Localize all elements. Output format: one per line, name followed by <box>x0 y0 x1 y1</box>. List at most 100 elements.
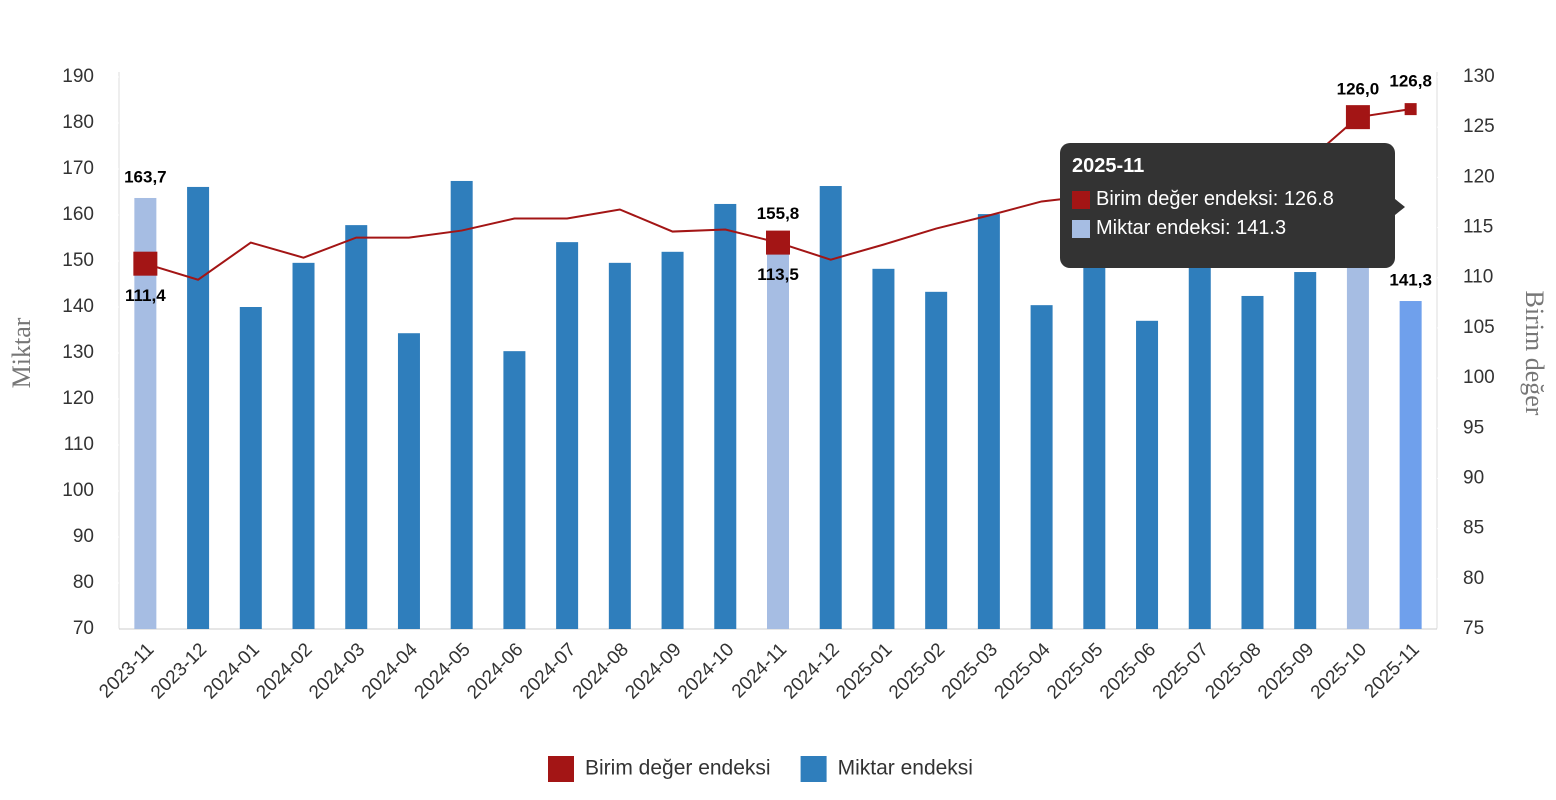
y2-tick-label: 125 <box>1463 116 1495 137</box>
bar <box>134 197 157 630</box>
bar <box>1083 185 1106 629</box>
bar <box>767 234 789 629</box>
y-tick-label: 70 <box>73 618 94 639</box>
bar <box>819 186 842 629</box>
bar-value-label: 163,7 <box>124 167 167 186</box>
bar <box>925 291 948 629</box>
bar <box>1188 247 1211 629</box>
x-tick-label: 2025-08 <box>1201 639 1265 703</box>
x-tick-label: 2024-05 <box>411 639 475 703</box>
x-tick-label: 2023-12 <box>147 639 211 703</box>
y-tick-label: 170 <box>62 158 94 179</box>
tooltip-row: Birim değer endeksi126.8 <box>1072 188 1383 211</box>
y-tick-label: 120 <box>62 388 94 409</box>
y2-tick-label: 75 <box>1463 618 1484 639</box>
y-axis-title: Miktar <box>7 317 36 388</box>
line-value-label: 111,4 <box>125 286 166 305</box>
x-tick-label: 2025-04 <box>991 639 1055 703</box>
line-point <box>1345 105 1370 130</box>
x-tick-label: 2023-11 <box>95 639 158 702</box>
bar <box>714 203 737 629</box>
x-tick-label: 2025-05 <box>1043 639 1107 703</box>
legend-swatch <box>800 756 827 782</box>
x-tick-label: 2025-09 <box>1254 639 1318 703</box>
legend-label: Birim değer endeksi <box>585 757 771 780</box>
bar-value-label: 141,3 <box>1389 271 1432 290</box>
x-tick-label: 2024-04 <box>358 639 422 703</box>
y2-tick-label: 105 <box>1463 317 1495 338</box>
tooltip-value: 141.3 <box>1236 217 1287 239</box>
bar <box>239 307 262 629</box>
y-tick-label: 90 <box>73 526 94 547</box>
tooltip-name: Birim değer endeksi <box>1096 188 1284 211</box>
y2-tick-label: 115 <box>1463 217 1493 238</box>
x-tick-label: 2024-11 <box>728 639 791 702</box>
y-tick-label: 110 <box>64 434 94 455</box>
bar <box>1399 301 1422 629</box>
x-tick-label: 2024-09 <box>621 639 685 703</box>
line-point <box>766 230 790 255</box>
x-tick-label: 2024-08 <box>569 639 633 703</box>
x-tick-label: 2024-12 <box>780 639 844 703</box>
line-value-label: 126,8 <box>1389 72 1432 91</box>
y-tick-label: 100 <box>62 480 94 501</box>
x-tick-label: 2025-10 <box>1307 639 1371 703</box>
y-tick-label: 180 <box>62 112 94 133</box>
x-tick-label: 2025-11 <box>1361 639 1424 702</box>
y2-tick-label: 90 <box>1463 467 1484 488</box>
bar <box>556 242 579 629</box>
legend-label: Miktar endeksi <box>838 757 973 780</box>
line-value-label: 113,5 <box>757 265 799 284</box>
tooltip: 2025-11 Birim değer endeksi126.8 Miktar … <box>1060 143 1405 268</box>
x-tick-label: 2025-06 <box>1096 639 1160 703</box>
y2-tick-label: 100 <box>1463 367 1495 388</box>
y-tick-label: 190 <box>62 66 94 87</box>
tooltip-title: 2025-11 <box>1072 155 1145 177</box>
tooltip-swatch <box>1072 190 1090 209</box>
y2-tick-label: 120 <box>1463 166 1495 187</box>
y2-tick-label: 130 <box>1463 66 1495 87</box>
y2-tick-label: 80 <box>1463 568 1484 589</box>
x-tick-label: 2024-10 <box>674 639 738 703</box>
y-tick-label: 150 <box>62 250 94 271</box>
x-tick-label: 2024-07 <box>516 639 580 703</box>
bar <box>872 268 895 629</box>
bar <box>608 262 631 629</box>
x-tick-label: 2024-06 <box>463 639 527 703</box>
y-tick-label: 80 <box>73 572 94 593</box>
bar <box>1241 295 1264 629</box>
x-tick-label: 2025-02 <box>885 639 949 703</box>
y-tick-label: 130 <box>62 342 94 363</box>
y-tick-label: 160 <box>62 204 94 225</box>
legend-swatch <box>548 756 574 782</box>
bar <box>397 333 420 629</box>
bar <box>1294 272 1317 629</box>
x-tick-label: 2024-01 <box>200 639 264 703</box>
bar <box>450 180 473 629</box>
x-tick-label: 2025-03 <box>938 639 1002 703</box>
tooltip-swatch <box>1072 219 1090 238</box>
bar <box>187 186 210 629</box>
bar <box>1136 320 1159 629</box>
bar <box>1346 256 1369 629</box>
bar <box>503 351 526 629</box>
y-tick-label: 140 <box>62 296 94 317</box>
x-tick-label: 2025-07 <box>1149 639 1213 703</box>
bar <box>345 225 368 629</box>
x-tick-label: 2024-02 <box>252 639 316 703</box>
y2-tick-label: 85 <box>1463 518 1484 539</box>
line-value-label: 126,0 <box>1337 80 1380 99</box>
line-point <box>1404 103 1417 116</box>
bar <box>1030 305 1053 629</box>
line-point <box>133 251 158 276</box>
y2-tick-label: 95 <box>1463 417 1484 438</box>
tooltip-value: 126.8 <box>1283 188 1334 210</box>
bar-value-label: 155,8 <box>757 204 800 223</box>
y2-axis-title: Birim değer <box>1520 291 1549 416</box>
bar <box>977 214 1000 629</box>
tooltip-row: Miktar endeksi141.3 <box>1072 217 1383 240</box>
y2-tick-label: 110 <box>1463 267 1493 288</box>
x-tick-label: 2025-01 <box>832 639 896 703</box>
